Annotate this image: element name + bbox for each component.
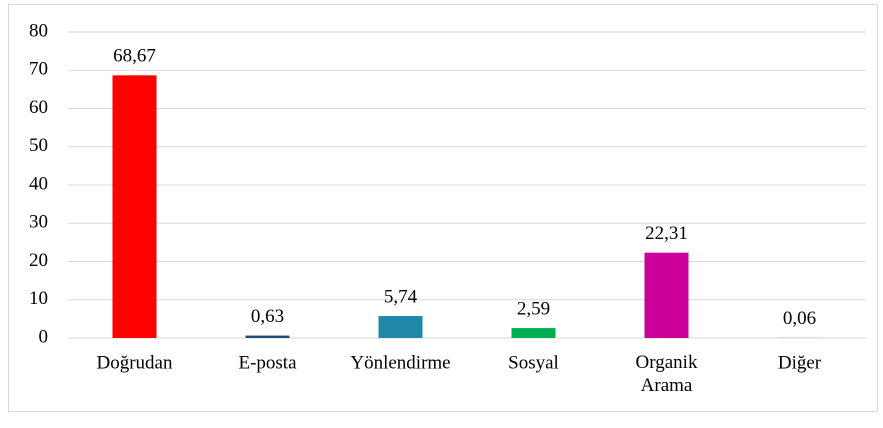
y-tick-label: 10 xyxy=(29,288,48,309)
x-tick-label-line: Arama xyxy=(641,375,693,396)
value-label: 22,31 xyxy=(645,223,688,244)
value-label: 0,63 xyxy=(251,306,284,327)
value-label: 0,06 xyxy=(783,308,816,329)
y-tick-label: 30 xyxy=(29,212,48,233)
x-tick-label: E-posta xyxy=(238,352,297,373)
y-tick-label: 70 xyxy=(29,59,48,80)
bar xyxy=(113,75,157,338)
y-tick-label: 20 xyxy=(29,250,48,271)
bar xyxy=(246,336,290,338)
y-tick-label: 80 xyxy=(29,20,48,41)
y-tick-label: 60 xyxy=(29,97,48,118)
bar xyxy=(379,316,423,338)
value-label: 68,67 xyxy=(113,46,156,67)
x-tick-label: Doğrudan xyxy=(97,352,173,373)
x-tick-label: Sosyal xyxy=(508,352,559,373)
x-tick-label: Diğer xyxy=(778,352,822,373)
y-tick-label: 40 xyxy=(29,173,48,194)
x-tick-label-line: Organik xyxy=(636,352,698,373)
x-tick-label: Yönlendirme xyxy=(350,352,450,373)
value-label: 2,59 xyxy=(517,298,550,319)
bar xyxy=(645,253,689,338)
value-label: 5,74 xyxy=(384,286,418,307)
y-tick-label: 0 xyxy=(39,326,49,347)
y-tick-label: 50 xyxy=(29,135,48,156)
bar xyxy=(512,328,556,338)
